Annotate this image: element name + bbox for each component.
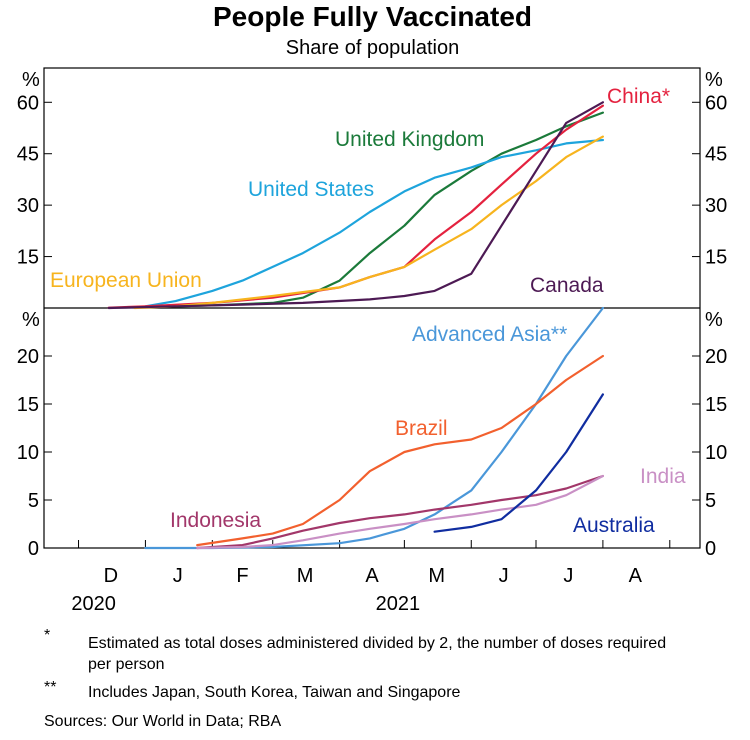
top-right-tick-label: 15 xyxy=(705,247,727,269)
x-tick-label: J xyxy=(563,565,573,587)
bottom-left-tick-label: 15 xyxy=(17,394,39,416)
chart-subtitle: Share of population xyxy=(285,37,460,59)
note-2-text: Includes Japan, South Korea, Taiwan and … xyxy=(88,684,461,701)
series-label-china: China* xyxy=(607,85,670,108)
bottom-left-tick-label: 10 xyxy=(17,442,39,464)
bottom-left-tick-label: 20 xyxy=(17,346,39,368)
top-right-tick-label: 60 xyxy=(705,92,727,114)
series-label-india: India xyxy=(640,465,686,488)
series-label-european-union: European Union xyxy=(50,269,202,292)
series-label-united-kingdom: United Kingdom xyxy=(335,128,484,151)
series-label-united-states: United States xyxy=(248,178,374,201)
series-line-european-union xyxy=(133,135,605,310)
bottom-right-unit-label: % xyxy=(705,309,723,331)
bottom-left-unit-label: % xyxy=(22,309,40,331)
series-line-india xyxy=(196,474,605,550)
x-tick-label: M xyxy=(428,565,445,587)
x-tick-label: J xyxy=(173,565,183,587)
top-right-unit-label: % xyxy=(705,69,723,91)
bottom-left-tick-label: 0 xyxy=(28,538,39,560)
bottom-right-tick-label: 15 xyxy=(705,394,727,416)
note-1-text: Estimated as total doses administered di… xyxy=(88,635,667,673)
top-left-tick-label: 15 xyxy=(17,247,39,269)
bottom-right-tick-label: 20 xyxy=(705,346,727,368)
note-1-mark: * xyxy=(44,627,51,644)
x-tick-label: M xyxy=(297,565,314,587)
series-line-canada xyxy=(107,101,605,310)
x-tick-label: J xyxy=(499,565,509,587)
series-label-advanced-asia: Advanced Asia** xyxy=(412,323,567,346)
series-line-australia xyxy=(433,393,605,533)
note-2-mark: ** xyxy=(44,679,57,696)
top-left-unit-label: % xyxy=(22,69,40,91)
x-tick-label: D xyxy=(104,565,118,587)
series-line-united-states xyxy=(144,138,605,308)
bottom-left-tick-label: 5 xyxy=(28,490,39,512)
series-label-canada: Canada xyxy=(530,274,604,297)
series-label-australia: Australia xyxy=(573,514,655,537)
series-label-brazil: Brazil xyxy=(395,417,448,440)
top-right-tick-label: 45 xyxy=(705,144,727,166)
bottom-right-tick-label: 0 xyxy=(705,538,716,560)
x-tick-label: A xyxy=(365,565,379,587)
x-year-label-2020: 2020 xyxy=(71,593,116,615)
series-line-indonesia xyxy=(196,474,605,550)
bottom-right-tick-label: 10 xyxy=(705,442,727,464)
series-line-brazil xyxy=(196,354,605,547)
sources-text: Sources: Our World in Data; RBA xyxy=(44,713,282,730)
top-left-tick-label: 30 xyxy=(17,195,39,217)
top-left-tick-label: 45 xyxy=(17,144,39,166)
bottom-right-tick-label: 5 xyxy=(705,490,716,512)
x-year-label-2021: 2021 xyxy=(376,593,421,615)
series-label-indonesia: Indonesia xyxy=(170,509,261,532)
chart-title: People Fully Vaccinated xyxy=(212,1,532,32)
top-left-tick-label: 60 xyxy=(17,92,39,114)
x-tick-label: F xyxy=(236,565,248,587)
x-tick-label: A xyxy=(629,565,643,587)
top-right-tick-label: 30 xyxy=(705,195,727,217)
